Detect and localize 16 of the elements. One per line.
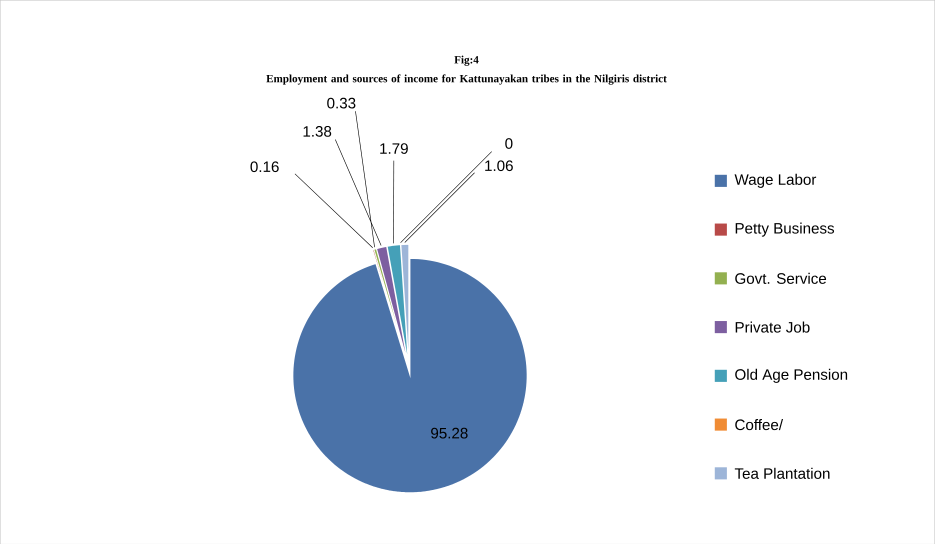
- data-label: 95.28: [431, 428, 468, 438]
- legend-label: Coffee/: [735, 418, 784, 430]
- data-label: 0.33: [327, 98, 356, 108]
- legend-label: Petty Business: [736, 222, 834, 236]
- legend-label: Private Job: [736, 321, 810, 332]
- data-label: 1.06: [485, 160, 513, 171]
- chart-subtitle: Employment and sources of income for Kattunayakan tribes in the Nilgiris district: [266, 74, 667, 84]
- data-label: 1.79: [380, 143, 408, 154]
- legend-label: Old Age Pension: [735, 368, 848, 383]
- legend-label: Govt. Service: [735, 272, 826, 284]
- data-label: 0.16: [250, 161, 279, 172]
- legend-label: Tea Plantation: [734, 468, 830, 479]
- text: 0: [505, 138, 512, 149]
- legend-label: Wage Labor: [734, 174, 816, 188]
- data-label: 1.38: [304, 126, 332, 137]
- chart-title: Fig:4: [454, 55, 479, 66]
